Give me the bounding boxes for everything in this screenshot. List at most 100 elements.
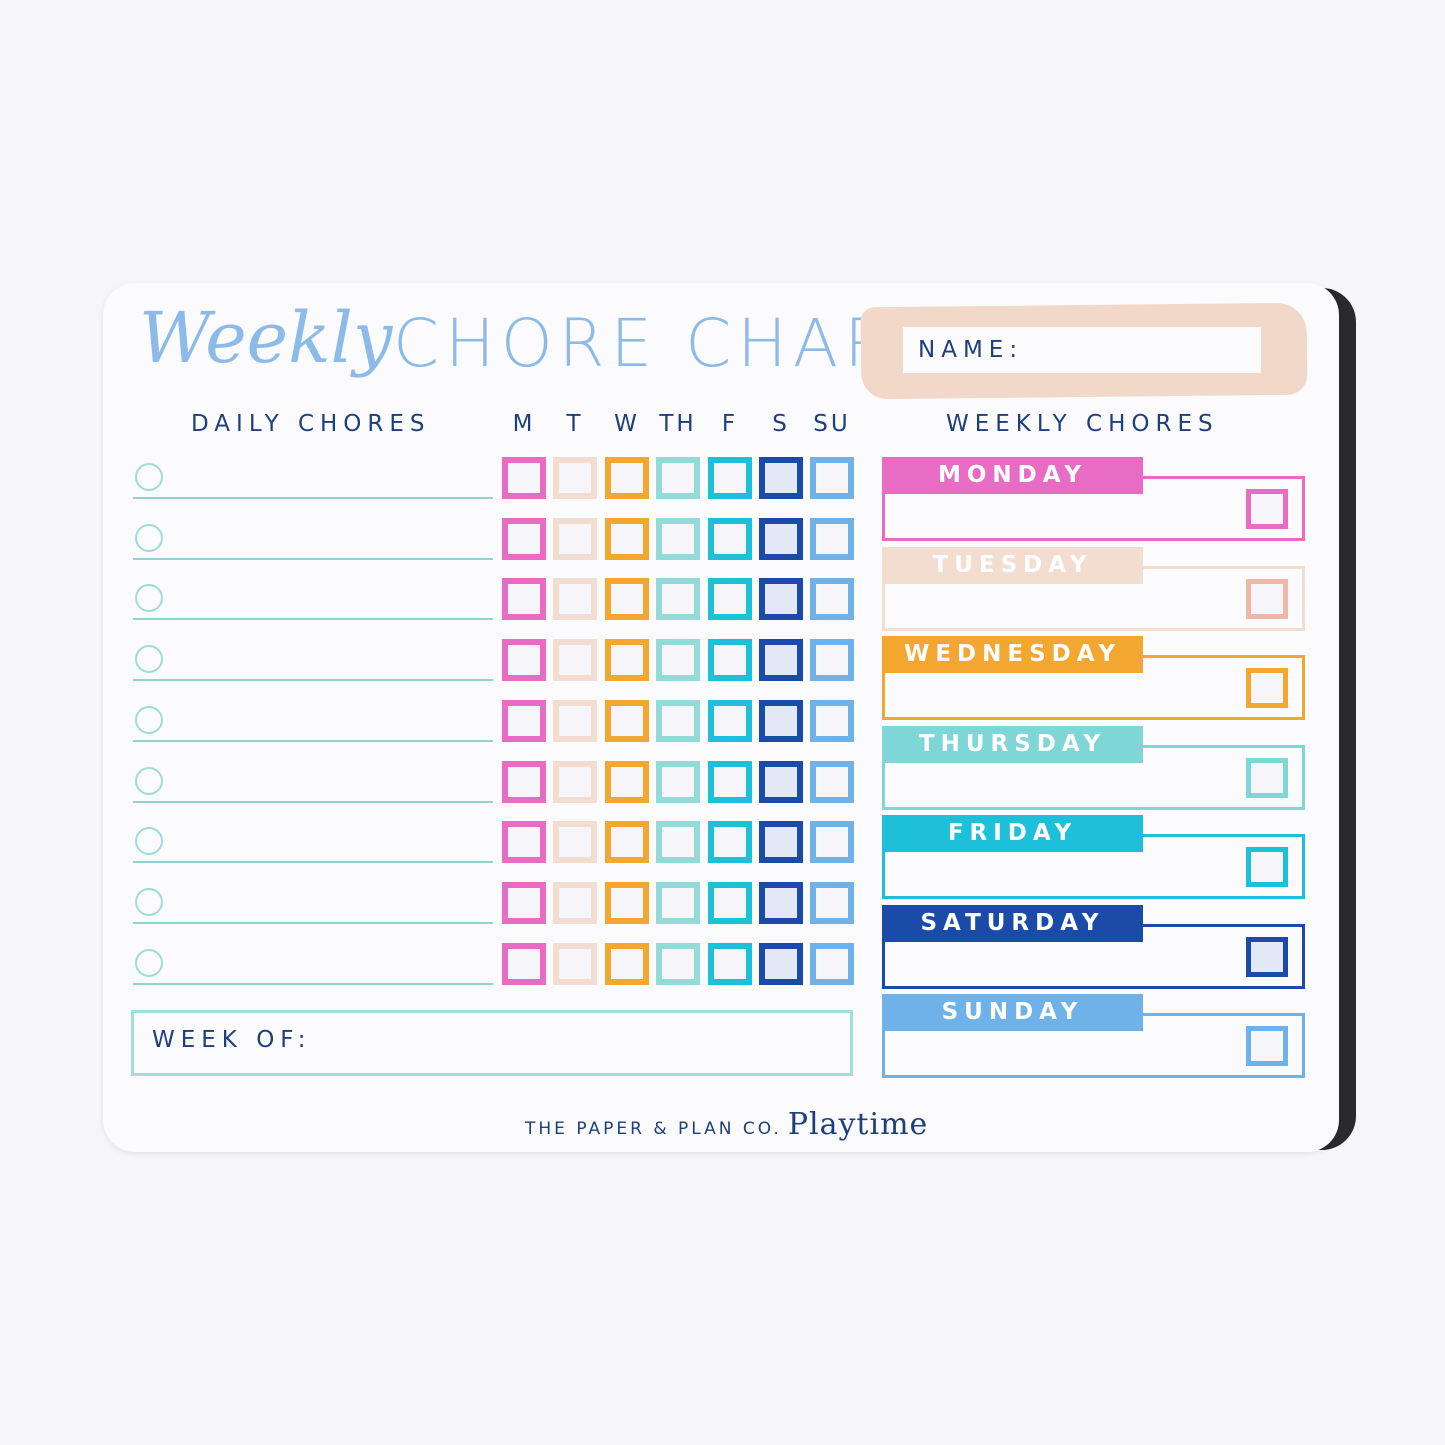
day-checkbox[interactable] xyxy=(708,942,752,985)
day-checkbox[interactable] xyxy=(810,942,854,985)
day-checkbox[interactable] xyxy=(656,457,700,499)
day-checkbox[interactable] xyxy=(708,457,752,499)
day-checkbox[interactable] xyxy=(708,517,752,560)
day-checkbox[interactable] xyxy=(759,699,803,742)
chore-line[interactable] xyxy=(133,861,493,864)
day-checkbox[interactable] xyxy=(502,942,546,985)
day-checkbox[interactable] xyxy=(605,639,649,682)
footer: THE PAPER & PLAN CO. Playtime xyxy=(525,1107,928,1142)
weekly-checkbox[interactable] xyxy=(1246,757,1288,798)
day-checkbox[interactable] xyxy=(656,942,700,985)
day-checkbox[interactable] xyxy=(810,517,854,560)
day-checkbox[interactable] xyxy=(553,639,597,682)
day-checkbox[interactable] xyxy=(605,881,649,924)
day-checkbox[interactable] xyxy=(810,699,854,742)
day-checkbox[interactable] xyxy=(759,760,803,803)
day-checkbox[interactable] xyxy=(502,699,546,742)
chore-line[interactable] xyxy=(133,679,493,682)
day-checkbox[interactable] xyxy=(708,639,752,682)
week-of-field[interactable] xyxy=(131,1010,853,1076)
chore-line[interactable] xyxy=(133,800,493,803)
day-checkbox[interactable] xyxy=(656,639,700,682)
day-checkbox[interactable] xyxy=(759,942,803,985)
day-checkbox[interactable] xyxy=(810,457,854,499)
weekly-checkbox[interactable] xyxy=(1246,847,1288,887)
day-checkbox[interactable] xyxy=(605,457,649,499)
day-checkbox[interactable] xyxy=(553,699,597,742)
day-checkbox[interactable] xyxy=(759,881,803,924)
day-checkbox[interactable] xyxy=(656,881,700,924)
day-checkbox[interactable] xyxy=(605,760,649,803)
day-checkbox[interactable] xyxy=(708,760,752,803)
day-checkbox[interactable] xyxy=(810,639,854,682)
day-checkbox[interactable] xyxy=(708,578,752,621)
day-checkbox[interactable] xyxy=(605,517,649,560)
day-checkbox[interactable] xyxy=(502,639,546,682)
day-checkbox[interactable] xyxy=(810,578,854,621)
day-checkbox[interactable] xyxy=(553,517,597,560)
chore-checkbox-circle[interactable] xyxy=(135,584,163,613)
chore-checkbox-circle[interactable] xyxy=(135,827,163,856)
chore-line[interactable] xyxy=(133,557,493,560)
day-checkbox[interactable] xyxy=(502,760,546,803)
chore-checkbox-circle[interactable] xyxy=(135,463,163,491)
chore-line[interactable] xyxy=(133,618,493,621)
weekly-day-label: MONDAY xyxy=(882,457,1143,494)
day-checkbox[interactable] xyxy=(759,457,803,499)
day-checkbox[interactable] xyxy=(502,821,546,864)
chore-line[interactable] xyxy=(133,739,493,742)
day-checkbox[interactable] xyxy=(810,821,854,864)
chore-line[interactable] xyxy=(133,982,493,985)
day-checkbox[interactable] xyxy=(502,517,546,560)
chore-checkbox-circle[interactable] xyxy=(135,766,163,795)
weekly-day-label: FRIDAY xyxy=(882,815,1143,852)
day-checkbox[interactable] xyxy=(502,457,546,499)
day-checkbox[interactable] xyxy=(553,881,597,924)
weekly-day-label: TUESDAY xyxy=(882,546,1143,584)
day-checkbox[interactable] xyxy=(656,760,700,803)
name-field[interactable] xyxy=(903,327,1261,373)
day-checkbox[interactable] xyxy=(553,578,597,621)
day-column-header: S xyxy=(772,411,790,437)
day-checkbox[interactable] xyxy=(759,821,803,864)
day-checkbox[interactable] xyxy=(656,578,700,621)
day-checkbox[interactable] xyxy=(502,881,546,924)
company-name: THE PAPER & PLAN CO. xyxy=(525,1119,782,1139)
chore-line[interactable] xyxy=(133,497,493,499)
day-checkbox[interactable] xyxy=(605,699,649,742)
weekly-checkbox[interactable] xyxy=(1246,668,1288,708)
weekly-checkbox[interactable] xyxy=(1246,578,1288,619)
day-checkbox[interactable] xyxy=(810,881,854,924)
weekly-checkbox[interactable] xyxy=(1246,1026,1288,1066)
chore-checkbox-circle[interactable] xyxy=(135,705,163,734)
day-checkbox[interactable] xyxy=(708,699,752,742)
day-checkbox[interactable] xyxy=(553,457,597,499)
chore-line[interactable] xyxy=(133,921,493,924)
weekly-checkbox[interactable] xyxy=(1246,936,1288,977)
day-checkbox[interactable] xyxy=(656,699,700,742)
day-checkbox[interactable] xyxy=(656,517,700,560)
day-checkbox[interactable] xyxy=(708,881,752,924)
weekly-checkbox[interactable] xyxy=(1246,489,1288,529)
day-checkbox[interactable] xyxy=(810,760,854,803)
chore-checkbox-circle[interactable] xyxy=(135,948,163,977)
day-column-header: T xyxy=(566,411,584,437)
brand-logo: Playtime xyxy=(787,1107,929,1142)
day-checkbox[interactable] xyxy=(759,578,803,621)
day-checkbox[interactable] xyxy=(605,578,649,621)
chore-checkbox-circle[interactable] xyxy=(135,887,163,916)
day-checkbox[interactable] xyxy=(605,942,649,985)
day-checkbox[interactable] xyxy=(553,942,597,985)
day-checkbox[interactable] xyxy=(759,639,803,682)
day-checkbox[interactable] xyxy=(708,821,752,864)
day-checkbox[interactable] xyxy=(553,821,597,864)
weekly-chores-heading: WEEKLY CHORES xyxy=(946,411,1219,437)
day-checkbox[interactable] xyxy=(502,578,546,621)
day-checkbox[interactable] xyxy=(656,821,700,864)
chore-checkbox-circle[interactable] xyxy=(135,645,163,674)
chore-checkbox-circle[interactable] xyxy=(135,523,163,552)
day-checkbox[interactable] xyxy=(605,821,649,864)
weekly-day-label: SUNDAY xyxy=(882,994,1143,1031)
day-checkbox[interactable] xyxy=(759,517,803,560)
day-checkbox[interactable] xyxy=(553,760,597,803)
